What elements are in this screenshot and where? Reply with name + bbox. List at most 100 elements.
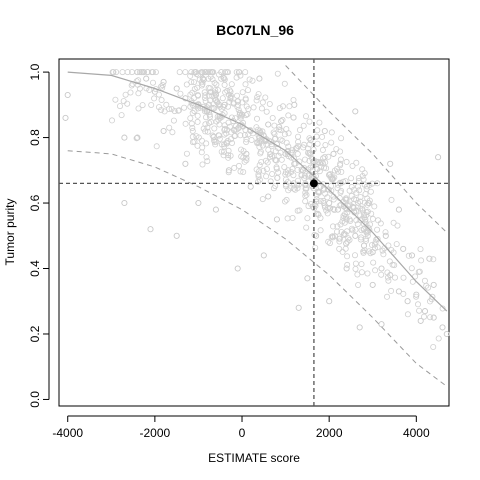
y-tick-label: 0.6	[28, 194, 42, 211]
scatter-point	[281, 131, 288, 138]
scatter-point	[136, 69, 143, 76]
scatter-point	[404, 298, 411, 305]
scatter-point	[163, 101, 170, 108]
scatter-point	[334, 223, 341, 230]
scatter-point	[346, 216, 353, 223]
scatter-point	[313, 165, 320, 172]
scatter-point	[348, 175, 355, 182]
scatter-point	[221, 122, 228, 129]
scatter-point	[269, 115, 276, 122]
scatter-point	[296, 127, 303, 134]
scatter-point	[306, 118, 313, 125]
scatter-point	[269, 170, 276, 177]
scatter-point	[306, 157, 313, 164]
scatter-point	[237, 115, 244, 122]
scatter-point	[256, 176, 263, 183]
scatter-point	[312, 158, 319, 165]
scatter-point	[256, 143, 263, 150]
scatter-point	[281, 80, 288, 87]
scatter-point	[211, 80, 218, 87]
scatter-point	[266, 137, 273, 144]
scatter-point	[121, 199, 128, 207]
scatter-point	[182, 160, 189, 167]
scatter-point	[309, 203, 316, 210]
scatter-point	[439, 324, 446, 331]
scatter-point	[330, 150, 337, 157]
scatter-point	[158, 83, 165, 90]
scatter-point	[256, 168, 263, 175]
scatter-point	[242, 112, 249, 119]
scatter-point	[405, 252, 412, 259]
scatter-point	[238, 146, 245, 153]
scatter-point	[135, 105, 142, 112]
scatter-point	[181, 104, 188, 111]
scatter-point	[231, 133, 238, 140]
scatter-point	[211, 105, 218, 112]
scatter-point	[305, 145, 312, 152]
scatter-point	[198, 149, 205, 156]
scatter-point	[343, 240, 350, 247]
x-tick-label: -4000	[52, 426, 83, 440]
scatter-point	[221, 110, 228, 117]
scatter-point	[331, 174, 338, 181]
scatter-point	[360, 249, 367, 256]
scatter-point	[206, 92, 213, 99]
scatter-point	[109, 69, 116, 76]
scatter-point	[128, 69, 135, 76]
scatter-point	[290, 114, 297, 121]
scatter-point	[169, 129, 176, 136]
scatter-point	[319, 146, 326, 153]
scatter-point	[313, 133, 320, 140]
scatter-point	[260, 167, 267, 174]
scatter-point	[369, 281, 376, 288]
scatter-point	[395, 206, 402, 213]
scatter-point	[265, 193, 272, 200]
scatter-point	[187, 91, 194, 98]
scatter-point	[409, 278, 416, 285]
scatter-point	[356, 324, 363, 331]
scatter-point	[188, 79, 195, 86]
scatter-point	[350, 204, 357, 211]
scatter-point	[282, 181, 289, 188]
scatter-point	[223, 130, 230, 137]
scatter-point	[278, 156, 285, 163]
scatter-point	[199, 161, 206, 168]
fit-curve	[67, 71, 448, 312]
scatter-point	[279, 103, 286, 110]
scatter-point	[393, 241, 400, 248]
scatter-point	[235, 69, 242, 76]
scatter-point	[354, 183, 361, 190]
scatter-point	[359, 166, 366, 173]
scatter-point	[353, 159, 360, 166]
scatter-point	[331, 167, 338, 174]
scatter-point	[189, 109, 196, 116]
scatter-point	[321, 164, 328, 171]
scatter-point	[378, 271, 385, 278]
scatter-point	[416, 307, 423, 314]
scatter-point	[305, 203, 312, 210]
scatter-point	[291, 101, 298, 108]
scatter-point	[364, 270, 371, 277]
scatter-point	[143, 75, 150, 82]
scatter-point	[203, 140, 210, 147]
scatter-point	[231, 127, 238, 134]
scatter-point	[302, 198, 309, 205]
scatter-point	[266, 153, 273, 160]
scatter-point	[363, 212, 370, 219]
scatter-point	[333, 165, 340, 172]
scatter-point	[158, 107, 165, 114]
scatter-point	[342, 213, 349, 220]
scatter-point	[221, 81, 228, 88]
scatter-point	[117, 103, 124, 110]
scatter-point	[247, 127, 254, 134]
scatter-point	[233, 92, 240, 99]
scatter-point	[133, 78, 140, 85]
scatter-point	[346, 187, 353, 194]
scatter-point	[216, 135, 223, 142]
scatter-point	[285, 112, 292, 119]
scatter-point	[369, 215, 376, 222]
scatter-point	[232, 123, 239, 130]
scatter-point	[183, 81, 190, 88]
scatter-point	[227, 152, 234, 159]
scatter-point	[204, 124, 211, 131]
